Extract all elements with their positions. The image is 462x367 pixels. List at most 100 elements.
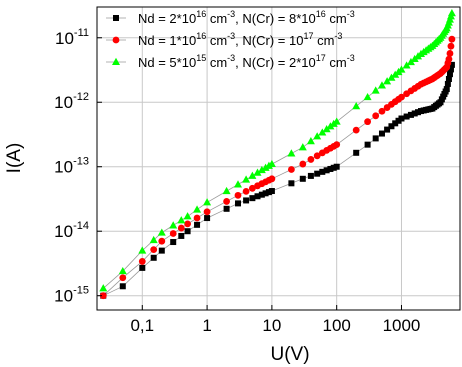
data-point-series-3 bbox=[332, 117, 341, 125]
data-point-series-2 bbox=[445, 55, 453, 63]
data-point-series-2 bbox=[398, 93, 405, 101]
data-point-series-1 bbox=[258, 191, 265, 198]
data-point-series-2 bbox=[313, 152, 321, 160]
data-point-series-2 bbox=[378, 107, 386, 115]
data-point-series-2 bbox=[352, 126, 360, 134]
data-point-series-1 bbox=[119, 283, 126, 290]
legend: Nd = 2*1016 cm-3, N(Cr) = 8*1016 cm-3 Nd … bbox=[106, 9, 355, 70]
data-point-series-3 bbox=[318, 128, 327, 136]
legend-marker bbox=[112, 57, 120, 65]
data-point-series-2 bbox=[184, 220, 191, 228]
data-point-series-1 bbox=[158, 247, 165, 254]
data-point-series-3 bbox=[287, 149, 296, 157]
data-point-series-2 bbox=[448, 35, 456, 43]
data-point-series-2 bbox=[364, 118, 372, 126]
data-point-series-3 bbox=[261, 163, 270, 171]
data-point-series-1 bbox=[403, 113, 410, 120]
y-tick-label: 10-12 bbox=[54, 91, 89, 112]
data-point-series-1 bbox=[170, 239, 177, 246]
data-point-series-1 bbox=[204, 215, 211, 222]
data-point-series-2 bbox=[242, 187, 250, 195]
y-axis-ticks: 10-15 10-14 10-13 10-12 10-11 bbox=[54, 27, 102, 306]
data-point-series-1 bbox=[333, 163, 340, 170]
data-point-series-1 bbox=[254, 193, 261, 200]
data-point-series-1 bbox=[445, 75, 452, 82]
y-tick-label: 10-15 bbox=[54, 285, 89, 306]
x-tick-label: 100 bbox=[322, 316, 350, 335]
data-point-series-1 bbox=[262, 190, 269, 197]
data-point-series-3 bbox=[306, 136, 315, 145]
data-point-series-3 bbox=[157, 228, 166, 236]
data-point-series-3 bbox=[298, 143, 307, 151]
data-point-series-1 bbox=[444, 80, 451, 87]
data-point-series-1 bbox=[407, 111, 414, 118]
data-point-series-1 bbox=[235, 200, 242, 207]
data-point-series-2 bbox=[158, 237, 166, 245]
data-point-series-1 bbox=[411, 110, 418, 117]
data-point-series-1 bbox=[268, 188, 275, 195]
data-point-series-1 bbox=[327, 165, 334, 172]
data-point-series-1 bbox=[384, 126, 391, 133]
data-point-series-2 bbox=[234, 191, 242, 199]
data-point-series-2 bbox=[248, 184, 256, 192]
data-point-series-3 bbox=[99, 284, 108, 292]
legend-entry: Nd = 1*1016 cm-3, N(Cr) = 1017 cm-3 bbox=[138, 31, 342, 48]
y-tick-label: 10-14 bbox=[54, 220, 89, 241]
data-point-series-1 bbox=[314, 170, 321, 177]
data-point-series-1 bbox=[194, 221, 201, 228]
data-point-series-1 bbox=[249, 195, 256, 202]
data-point-series-3 bbox=[193, 205, 202, 213]
x-tick-label: 1000 bbox=[383, 316, 421, 335]
data-point-series-3 bbox=[222, 186, 231, 195]
data-point-series-3 bbox=[138, 246, 147, 254]
data-point-series-3 bbox=[177, 216, 186, 224]
data-point-series-2 bbox=[150, 246, 158, 253]
data-point-series-1 bbox=[150, 254, 157, 261]
data-point-series-3 bbox=[118, 266, 127, 275]
legend-entry: Nd = 5*1015 cm-3, N(Cr) = 2*1017 cm-3 bbox=[138, 53, 355, 70]
data-point-series-3 bbox=[169, 221, 178, 229]
data-point-series-3 bbox=[267, 159, 276, 168]
data-point-series-3 bbox=[383, 77, 392, 85]
data-point-series-3 bbox=[387, 73, 396, 81]
data-point-series-1 bbox=[178, 232, 185, 239]
data-point-series-3 bbox=[253, 168, 262, 176]
legend-marker bbox=[113, 15, 119, 21]
data-point-series-2 bbox=[307, 156, 315, 163]
legend-marker bbox=[112, 36, 120, 44]
data-point-series-3 bbox=[183, 212, 192, 220]
data-point-series-1 bbox=[392, 120, 399, 127]
data-point-series-3 bbox=[406, 57, 415, 66]
data-point-series-2 bbox=[372, 112, 380, 120]
data-point-series-3 bbox=[447, 9, 456, 17]
x-tick-label: 0,1 bbox=[130, 316, 154, 335]
x-axis-title: U(V) bbox=[270, 344, 309, 365]
data-point-series-1 bbox=[353, 149, 360, 156]
data-point-series-2 bbox=[223, 198, 230, 205]
data-point-series-2 bbox=[446, 50, 454, 57]
data-point-series-1 bbox=[446, 71, 453, 78]
data-point-series-2 bbox=[193, 214, 201, 222]
grid bbox=[97, 7, 460, 310]
data-point-series-2 bbox=[299, 160, 307, 168]
data-point-series-1 bbox=[447, 66, 454, 73]
data-point-series-2 bbox=[177, 224, 185, 232]
data-point-series-1 bbox=[372, 135, 379, 142]
data-point-series-2 bbox=[119, 274, 127, 282]
data-point-series-3 bbox=[149, 235, 158, 244]
data-point-series-2 bbox=[203, 208, 211, 216]
data-point-series-3 bbox=[322, 125, 331, 133]
legend-entry: Nd = 2*1016 cm-3, N(Cr) = 8*1016 cm-3 bbox=[138, 9, 355, 26]
y-tick-label: 10-13 bbox=[54, 156, 89, 177]
data-point-series-2 bbox=[138, 258, 146, 265]
data-point-series-1 bbox=[378, 130, 385, 137]
data-point-series-1 bbox=[288, 180, 295, 187]
data-point-series-1 bbox=[243, 197, 250, 204]
data-point-series-3 bbox=[371, 86, 380, 94]
series-markers bbox=[99, 9, 456, 300]
x-axis-ticks: 0,1 1 10 100 1000 bbox=[130, 305, 420, 335]
data-point-series-1 bbox=[448, 61, 455, 68]
x-tick-label: 1 bbox=[202, 316, 211, 335]
data-point-series-3 bbox=[248, 171, 257, 179]
